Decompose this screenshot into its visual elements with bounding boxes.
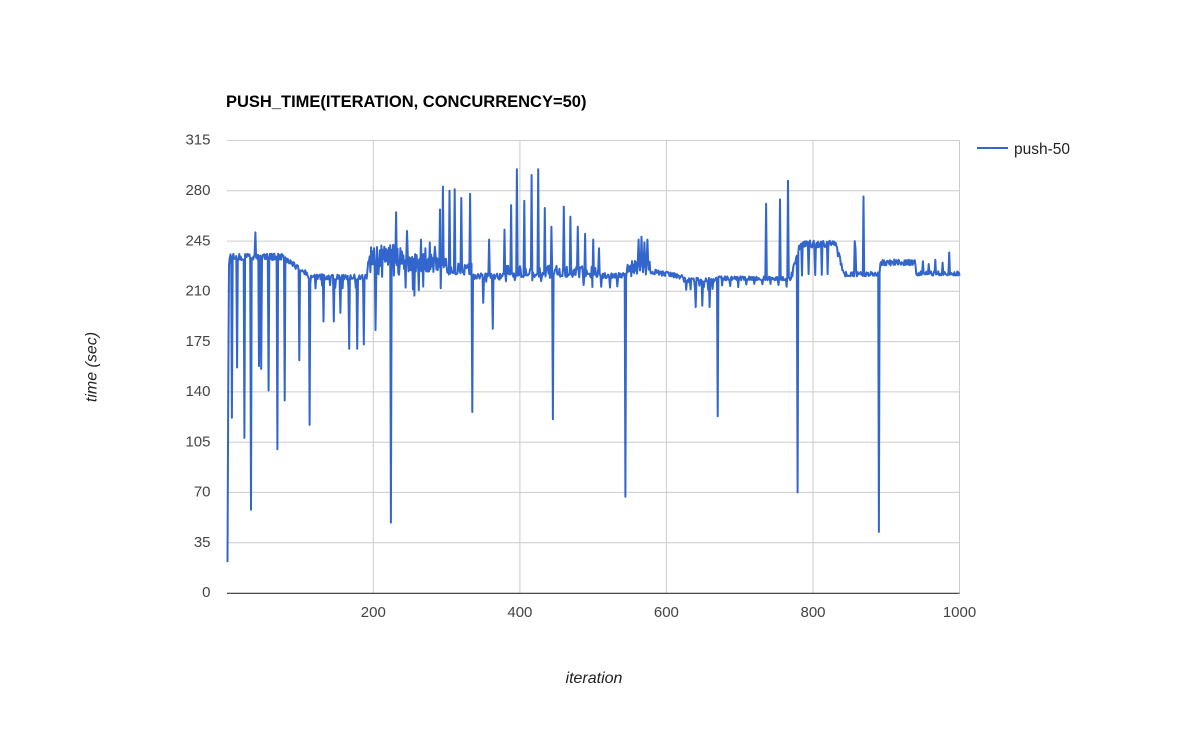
svg-text:iteration: iteration (566, 670, 623, 687)
svg-text:400: 400 (507, 604, 532, 621)
svg-text:200: 200 (361, 604, 386, 621)
svg-text:70: 70 (194, 484, 211, 501)
svg-text:push-50: push-50 (1014, 141, 1070, 158)
svg-text:0: 0 (202, 584, 210, 601)
svg-text:280: 280 (185, 182, 210, 199)
svg-text:time (sec): time (sec) (84, 332, 101, 402)
svg-text:315: 315 (185, 132, 210, 149)
svg-text:600: 600 (654, 604, 679, 621)
svg-text:210: 210 (185, 283, 210, 300)
svg-text:35: 35 (194, 534, 211, 551)
svg-text:800: 800 (800, 604, 825, 621)
svg-text:PUSH_TIME(ITERATION, CONCURREN: PUSH_TIME(ITERATION, CONCURRENCY=50) (226, 93, 586, 111)
svg-text:105: 105 (185, 433, 210, 450)
svg-text:140: 140 (185, 383, 210, 400)
svg-text:175: 175 (185, 333, 210, 350)
svg-text:1000: 1000 (943, 604, 976, 621)
svg-text:245: 245 (185, 232, 210, 249)
